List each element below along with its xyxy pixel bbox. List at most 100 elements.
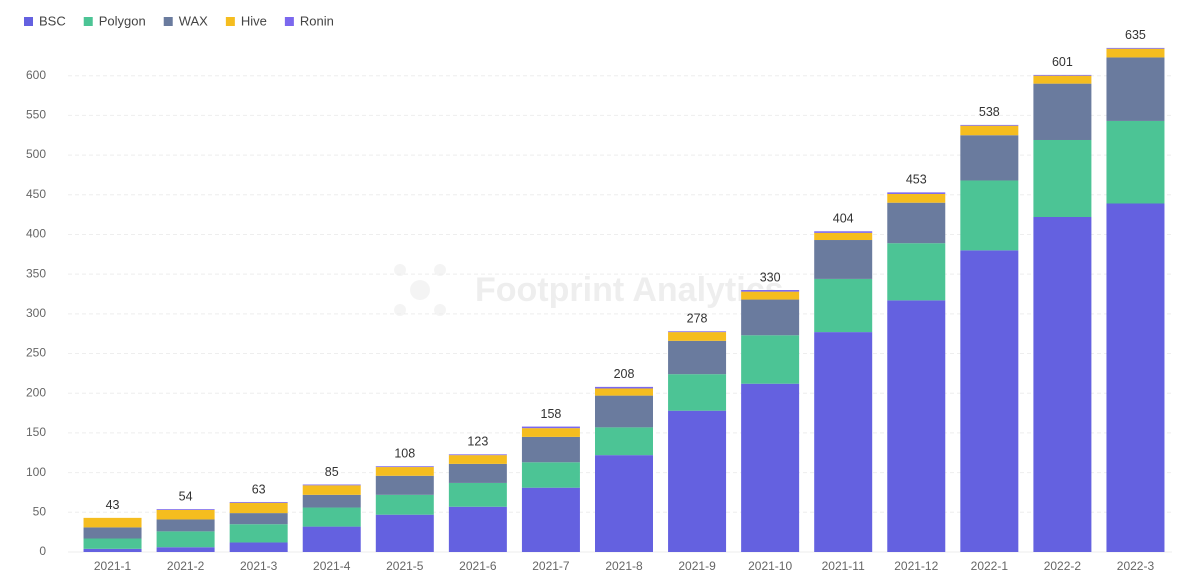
bar-segment [229,542,288,552]
y-tick-label: 250 [26,346,46,360]
bar-segment [814,332,873,552]
legend-swatch [24,17,33,26]
bar-segment [1106,47,1165,49]
bar-segment [741,335,800,384]
x-tick-label: 2021-1 [94,559,132,573]
bar-segment [887,193,946,203]
x-tick-label: 2022-1 [971,559,1009,573]
legend-swatch [83,17,93,26]
x-tick-label: 2022-3 [1117,559,1155,573]
x-tick-label: 2021-6 [459,559,497,573]
legend-label: BSC [39,13,66,28]
legend-swatch [284,17,294,26]
bar-segment [375,466,434,468]
watermark-logo [394,264,446,316]
bar-segment [668,410,727,552]
total-label: 54 [179,489,193,503]
bar-segment [814,231,873,233]
bar-segment [595,395,653,428]
total-label: 108 [394,447,415,461]
bar-segment [83,527,142,539]
bar-segment [814,278,873,333]
y-tick-label: 350 [26,266,46,280]
bar-segment [668,331,727,333]
bar-segment [960,180,1019,251]
total-label: 330 [760,270,781,284]
bar-segment [887,243,946,301]
bar-segment [887,192,946,194]
bar-segment [741,299,800,336]
total-label: 158 [541,407,562,421]
total-label: 601 [1052,55,1073,69]
y-tick-label: 600 [26,68,46,82]
total-label: 404 [833,212,854,226]
total-label: 538 [979,105,1000,119]
bar-segment [1033,139,1092,217]
legend-label: Ronin [300,13,334,28]
bar-segment [521,462,580,488]
bar-segment [1033,74,1092,76]
legend-label: Polygon [99,13,146,28]
x-tick-label: 2021-8 [605,559,643,573]
total-label: 453 [906,173,927,187]
bar-segment [1033,75,1092,84]
bar-segment [83,538,142,549]
x-tick-label: 2021-12 [894,559,938,573]
bar-segment [741,290,800,292]
bar-segment [887,300,946,552]
x-tick-label: 2021-11 [822,559,865,573]
bar-segment [375,467,434,476]
bar-segment [448,455,507,464]
x-tick-label: 2021-9 [678,559,716,573]
total-label: 635 [1125,28,1146,42]
y-tick-label: 50 [33,504,47,518]
y-tick-label: 200 [26,385,46,399]
bar-segment [521,487,580,552]
bar-segment [229,502,288,514]
total-label: 123 [467,435,488,449]
total-label: 43 [106,498,120,512]
total-label: 85 [325,465,339,479]
bar-segment [521,426,580,429]
bar-segment [595,388,653,396]
bar-segment [668,340,727,375]
bar-segment [521,428,580,437]
legend-swatch [225,17,235,26]
bar-segment [521,436,580,463]
bar-segment [448,454,507,456]
legend-label: Hive [241,13,267,28]
bar-segment [375,475,434,495]
bar-segment [1033,216,1092,552]
x-tick-label: 2021-10 [748,559,792,573]
x-tick-label: 2021-5 [386,559,424,573]
bar-segment [156,519,215,532]
total-label: 63 [252,482,266,496]
bar-segment [668,374,727,411]
y-tick-label: 500 [26,147,46,161]
bar-segment [960,125,1019,136]
bar-segment [375,494,434,515]
bar-segment [1106,57,1165,121]
bar-segment [302,507,361,527]
x-tick-label: 2021-2 [167,559,205,573]
bar-segment [83,548,142,552]
bar-segment [741,291,800,300]
bar-segment [1106,120,1165,204]
x-tick-label: 2021-4 [313,559,351,573]
bar-segment [156,547,215,552]
bar-segment [1106,48,1165,58]
y-tick-label: 550 [26,108,46,122]
bar-segment [302,526,361,552]
y-tick-label: 400 [26,227,46,241]
bar-segment [156,531,215,548]
bar-segment [302,494,361,508]
bar-segment [595,455,653,552]
total-label: 208 [614,367,635,381]
x-tick-label: 2021-7 [532,559,570,573]
bar-segment [229,524,288,543]
bar-segment [887,202,946,244]
legend-label: WAX [179,13,208,28]
bar-segment [375,514,434,552]
bar-segment [668,332,727,341]
